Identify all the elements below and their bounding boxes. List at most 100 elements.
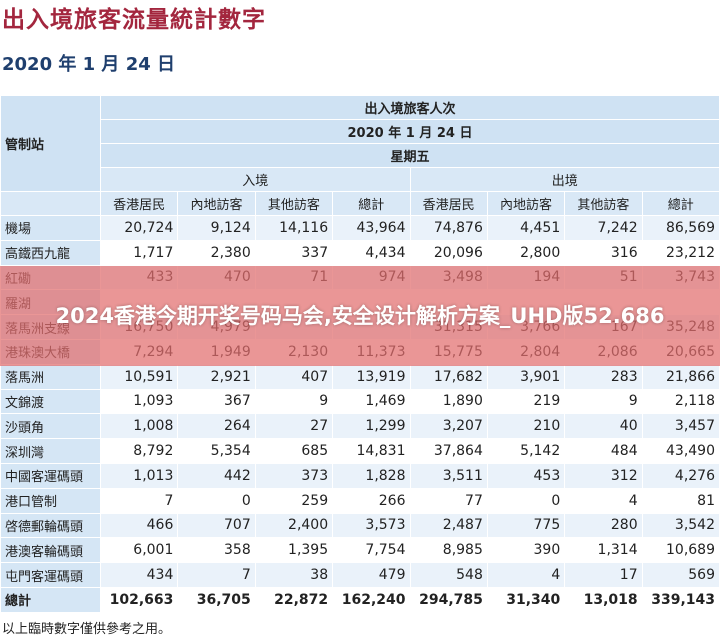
row-label: 港澳客輪碼頭 — [0, 537, 101, 564]
cell: 1,890 — [409, 388, 488, 415]
cell: 685 — [254, 438, 334, 464]
cell: 3,457 — [641, 413, 720, 440]
table-row: 深圳灣 8,792 5,354 685 14,831 37,864 5,142 484 43,4… — [0, 438, 720, 464]
cell: 2,487 — [409, 512, 488, 539]
row-label: 沙頭角 — [0, 413, 101, 440]
cell: 8,792 — [99, 438, 179, 464]
cell: 3,511 — [409, 462, 488, 489]
cell: 43,490 — [641, 438, 720, 464]
cell: 210 — [486, 413, 566, 440]
cell: 434 — [99, 562, 179, 588]
column-header: 內地訪客 — [486, 191, 566, 216]
cell: 14,116 — [254, 215, 334, 241]
cell: 548 — [409, 562, 488, 588]
cell: 367 — [177, 388, 256, 415]
cell: 17 — [564, 562, 643, 588]
cell: 162,240 — [332, 586, 411, 613]
cell: 569 — [641, 562, 720, 588]
cell: 484 — [564, 438, 643, 464]
cell: 3,573 — [332, 512, 411, 539]
cell: 312 — [564, 462, 643, 489]
row-label: 高鐵西九龍 — [0, 239, 101, 266]
cell: 358 — [177, 537, 256, 564]
cell: 102,663 — [99, 586, 179, 613]
cell: 10,689 — [641, 537, 720, 564]
table-date: 2020 年 1 月 24 日 — [100, 119, 720, 144]
cell: 1,469 — [332, 388, 411, 415]
cell: 373 — [254, 462, 334, 489]
cell: 259 — [254, 487, 334, 514]
cell: 43,964 — [332, 215, 411, 241]
table-row: 落馬洲 10,591 2,921 407 13,919 17,682 3,901 283 21,… — [0, 363, 720, 390]
cell: 2,118 — [641, 388, 720, 415]
cell: 1,717 — [99, 239, 179, 266]
cell: 2,380 — [177, 239, 256, 266]
table-row: 中國客運碼頭 1,013 442 373 1,828 3,511 453 312 4,276 — [0, 462, 720, 489]
column-header: 其他訪客 — [254, 191, 334, 216]
row-label: 港口管制 — [0, 487, 101, 514]
blank-header — [0, 191, 101, 216]
cell: 20,724 — [99, 215, 179, 241]
cell: 13,919 — [332, 363, 411, 390]
cell: 9,124 — [177, 215, 256, 241]
row-label: 中國客運碼頭 — [0, 462, 101, 489]
footnote: 以上臨時數字僅供參考之用。 — [2, 622, 172, 637]
cell: 4 — [564, 487, 643, 514]
arrival-header: 入境 — [100, 167, 411, 192]
cell: 23,212 — [641, 239, 720, 266]
cell: 294,785 — [409, 586, 488, 613]
cell: 337 — [254, 239, 334, 266]
cell: 1,314 — [564, 537, 643, 564]
cell: 707 — [177, 512, 256, 539]
cell: 22,872 — [254, 586, 334, 613]
table-row: 港口管制 7 0 259 266 77 0 4 81 — [0, 487, 720, 514]
cell: 3,901 — [486, 363, 566, 390]
page-date: 2020 年 1 月 24 日 — [2, 54, 176, 75]
row-label: 啓德郵輪碼頭 — [0, 512, 101, 539]
cell: 1,013 — [99, 462, 179, 489]
column-header: 總計 — [332, 191, 411, 216]
banner-text: 2024香港今期开奖号码马会,安全设计解析方案_UHD版52.686 — [55, 304, 665, 328]
cell: 7 — [177, 562, 256, 588]
table-row: 總計 102,663 36,705 22,872 162,240 294,785 31,34… — [0, 586, 720, 613]
cell: 264 — [177, 413, 256, 440]
cell: 280 — [564, 512, 643, 539]
cell: 31,340 — [486, 586, 566, 613]
row-label: 總計 — [0, 586, 101, 613]
cell: 0 — [486, 487, 566, 514]
column-header: 香港居民 — [99, 191, 179, 216]
cell: 10,591 — [99, 363, 179, 390]
cell: 479 — [332, 562, 411, 588]
cell: 74,876 — [409, 215, 488, 241]
cell: 0 — [177, 487, 256, 514]
cell: 27 — [254, 413, 334, 440]
cell: 6,001 — [99, 537, 179, 564]
cell: 219 — [486, 388, 566, 415]
cell: 775 — [486, 512, 566, 539]
cell: 81 — [641, 487, 720, 514]
cell: 21,866 — [641, 363, 720, 390]
column-header: 總計 — [641, 191, 720, 216]
cell: 36,705 — [177, 586, 256, 613]
cell: 14,831 — [332, 438, 411, 464]
cell: 3,207 — [409, 413, 488, 440]
weekday: 星期五 — [100, 143, 720, 168]
cell: 1,828 — [332, 462, 411, 489]
cell: 5,142 — [486, 438, 566, 464]
cell: 77 — [409, 487, 488, 514]
cell: 4 — [486, 562, 566, 588]
table-row: 屯門客運碼頭 434 7 38 479 548 4 17 569 — [0, 562, 720, 588]
row-label: 落馬洲 — [0, 363, 101, 390]
column-header: 內地訪客 — [177, 191, 256, 216]
table-row: 啓德郵輪碼頭 466 707 2,400 3,573 2,487 775 280 3,542 — [0, 512, 720, 539]
cell: 7,242 — [564, 215, 643, 241]
cell: 407 — [254, 363, 334, 390]
cell: 37,864 — [409, 438, 488, 464]
cell: 339,143 — [641, 586, 720, 613]
cell: 4,434 — [332, 239, 411, 266]
cell: 7,754 — [332, 537, 411, 564]
cell: 17,682 — [409, 363, 488, 390]
row-label: 機場 — [0, 215, 101, 241]
cell: 2,800 — [486, 239, 566, 266]
